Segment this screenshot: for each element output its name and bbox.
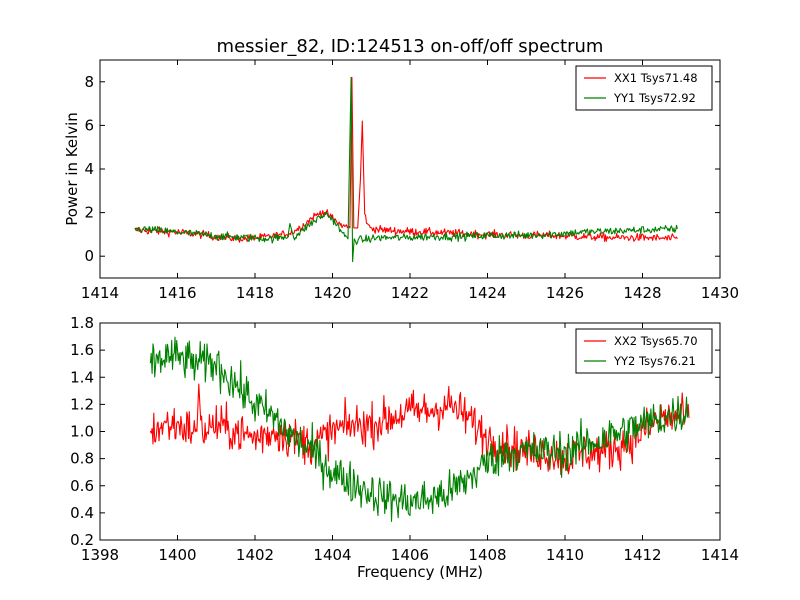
panel-0-traces — [134, 76, 678, 263]
x-tick-label: 1420 — [313, 284, 351, 302]
x-tick-label: 1426 — [546, 284, 584, 302]
panel-1-traces — [149, 336, 690, 522]
x-tick-label: 1424 — [468, 284, 506, 302]
legend: XX2 Tsys65.70 YY2 Tsys76.21 — [575, 328, 713, 374]
y-tick-label: 0.6 — [70, 477, 94, 495]
y-tick-label: 1.4 — [70, 368, 94, 386]
series-line-yy — [149, 336, 690, 522]
x-tick-label: 1414 — [701, 546, 739, 564]
top-spectrum-panel: 1414 1416 1418 1420 1422 1424 1426 1428 1430 0 2 4 6… — [63, 59, 739, 302]
y-tick-label: 8 — [84, 73, 94, 91]
series-line-xx — [149, 383, 690, 476]
figure-title: messier_82, ID:124513 on-off/off spectru… — [217, 36, 604, 57]
x-tick-label: 1410 — [546, 546, 584, 564]
legend-label: XX1 Tsys71.48 — [614, 71, 698, 85]
y-tick-label: 6 — [84, 116, 94, 134]
legend-label: XX2 Tsys65.70 — [614, 334, 698, 348]
x-tick-label: 1398 — [81, 546, 119, 564]
y-tick-label: 0 — [84, 247, 94, 265]
x-tick-label: 1402 — [236, 546, 274, 564]
legend: XX1 Tsys71.48 YY1 Tsys72.92 — [575, 65, 713, 111]
y-tick-label: 4 — [84, 160, 94, 178]
y-tick-label: 1.8 — [70, 314, 94, 332]
y-axis-label: Power in Kelvin — [63, 112, 81, 226]
y-tick-label: 0.4 — [70, 504, 94, 522]
y-tick-label: 1.6 — [70, 341, 94, 359]
legend-label: YY2 Tsys76.21 — [613, 354, 696, 368]
x-tick-label: 1404 — [313, 546, 351, 564]
x-tick-label: 1406 — [391, 546, 429, 564]
x-tick-label: 1412 — [623, 546, 661, 564]
y-tick-label: 2 — [84, 204, 94, 222]
legend-label: YY1 Tsys72.92 — [613, 91, 696, 105]
y-tick-label: 0.2 — [70, 531, 94, 549]
x-tick-label: 1416 — [158, 284, 196, 302]
y-tick-label: 1.0 — [70, 423, 94, 441]
y-tick-label: 1.2 — [70, 395, 94, 413]
x-tick-label: 1408 — [468, 546, 506, 564]
series-line-yy — [134, 76, 678, 263]
x-tick-label: 1414 — [81, 284, 119, 302]
x-axis-label: Frequency (MHz) — [357, 563, 483, 581]
legend-box — [575, 328, 713, 374]
x-tick-label: 1430 — [701, 284, 739, 302]
x-tick-label: 1418 — [236, 284, 274, 302]
x-tick-label: 1400 — [158, 546, 196, 564]
x-tick-label: 1422 — [391, 284, 429, 302]
bottom-spectrum-panel: 1398 1400 1402 1404 1406 1408 1410 1412 1414 0.2 0… — [70, 314, 739, 581]
legend-box — [575, 65, 713, 111]
y-tick-label: 0.8 — [70, 450, 94, 468]
x-tick-label: 1428 — [623, 284, 661, 302]
